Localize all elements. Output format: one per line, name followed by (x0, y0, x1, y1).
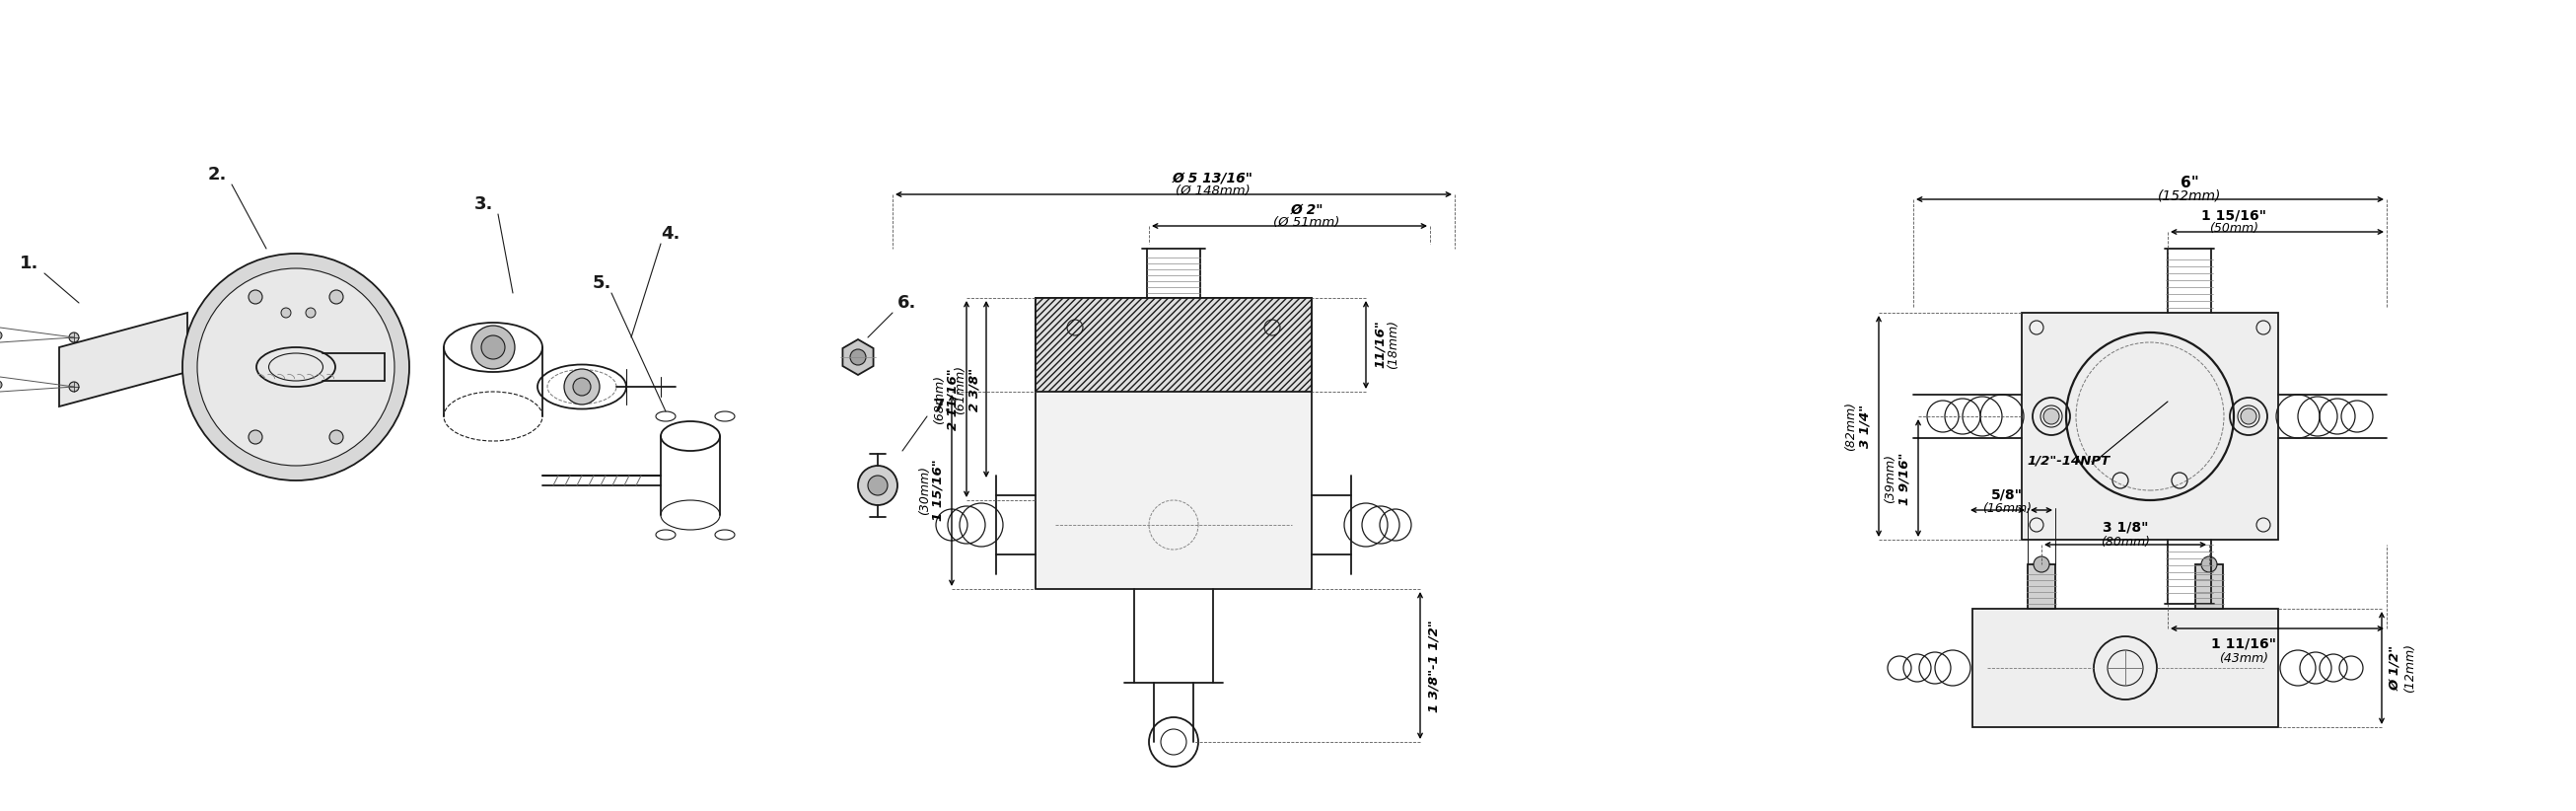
Circle shape (564, 369, 600, 405)
Text: (43mm): (43mm) (2218, 652, 2269, 664)
Circle shape (2032, 556, 2050, 573)
Text: (18mm): (18mm) (1386, 320, 1399, 369)
Text: 1.: 1. (21, 255, 39, 272)
Text: (80mm): (80mm) (2099, 535, 2151, 548)
Text: (Ø 51mm): (Ø 51mm) (1273, 217, 1340, 230)
Text: (12mm): (12mm) (2403, 643, 2416, 693)
Circle shape (850, 350, 866, 365)
Text: 3.: 3. (474, 195, 492, 213)
Text: (30mm): (30mm) (920, 466, 933, 515)
Circle shape (330, 290, 343, 304)
Text: 4.: 4. (662, 225, 680, 242)
Circle shape (307, 308, 317, 318)
Circle shape (247, 290, 263, 304)
Circle shape (2202, 556, 2218, 573)
Text: (Ø 148mm): (Ø 148mm) (1175, 185, 1249, 198)
Polygon shape (59, 313, 188, 406)
Text: 2 3/8": 2 3/8" (969, 368, 981, 411)
Text: 5.: 5. (592, 274, 611, 292)
Circle shape (183, 254, 410, 480)
Text: 1 3/8"-1 1/2": 1 3/8"-1 1/2" (1427, 620, 1440, 712)
Text: 3 1/8": 3 1/8" (2102, 521, 2148, 534)
Bar (2022, 313, 2277, 539)
Text: 1 9/16": 1 9/16" (1899, 453, 1911, 504)
Text: 2.: 2. (209, 165, 227, 183)
Text: 7.: 7. (933, 397, 951, 415)
Text: 1 15/16": 1 15/16" (2202, 208, 2267, 222)
Text: (61mm): (61mm) (953, 365, 966, 414)
Text: (39mm): (39mm) (1883, 454, 1896, 503)
Circle shape (858, 466, 896, 505)
Circle shape (2043, 409, 2058, 424)
Text: (16mm): (16mm) (1984, 502, 2032, 514)
Text: Ø 5 13/16": Ø 5 13/16" (1172, 172, 1255, 186)
Circle shape (247, 430, 263, 444)
Polygon shape (842, 339, 873, 375)
Text: 11/16": 11/16" (1373, 320, 1386, 368)
Text: (152mm): (152mm) (2159, 190, 2221, 204)
Text: 6.: 6. (899, 294, 917, 311)
Bar (1036, 298, 1311, 392)
Text: 6": 6" (2179, 175, 2200, 190)
Bar (2195, 564, 2223, 609)
Text: 1/2"-14NPT: 1/2"-14NPT (2027, 454, 2110, 467)
Circle shape (868, 475, 889, 496)
Circle shape (330, 430, 343, 444)
Text: (82mm): (82mm) (1844, 401, 1857, 451)
Text: Ø 2": Ø 2" (1291, 204, 1324, 217)
Text: (50mm): (50mm) (2210, 222, 2259, 235)
Text: 5/8": 5/8" (1991, 487, 2022, 501)
Circle shape (198, 268, 394, 466)
Circle shape (482, 336, 505, 359)
Circle shape (281, 308, 291, 318)
Circle shape (2241, 409, 2257, 424)
Circle shape (471, 325, 515, 369)
Text: 2 11/16": 2 11/16" (945, 369, 958, 431)
Bar (1973, 609, 2277, 727)
Text: 1 15/16": 1 15/16" (933, 460, 945, 521)
Circle shape (70, 382, 80, 392)
Text: 1 11/16": 1 11/16" (2210, 637, 2277, 650)
Circle shape (572, 378, 590, 396)
Text: 3 1/4": 3 1/4" (1857, 405, 1870, 448)
Text: (68mm): (68mm) (933, 375, 945, 424)
Bar (2027, 564, 2056, 609)
Bar (1036, 298, 1311, 589)
Text: Ø 1/2": Ø 1/2" (2388, 646, 2401, 691)
Circle shape (70, 333, 80, 342)
